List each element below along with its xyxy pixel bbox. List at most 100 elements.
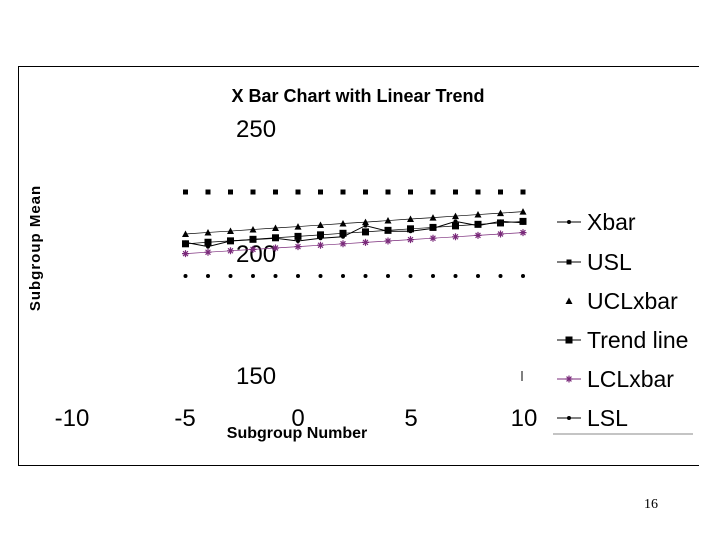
data-point-uclxbar [294,223,302,230]
data-point-trend-line [317,231,324,239]
data-point-trend-line [362,228,369,236]
data-point-lclxbar [182,250,189,258]
data-point-lclxbar [362,238,369,246]
y-tick-label: 250 [236,116,276,143]
data-point-usl [340,189,346,195]
y-tick-label: 150 [236,363,276,390]
data-point-usl [520,189,526,195]
data-point-uclxbar [182,230,189,237]
data-point-usl [453,189,458,195]
data-point-lsl [363,274,368,278]
chart-title: X Bar Chart with Linear Trend [231,86,484,106]
data-point-usl [475,189,481,195]
data-point-trend-line [339,229,347,237]
data-point-trend-line [294,232,302,240]
data-point-usl [363,189,368,195]
data-point-lclxbar [497,230,504,238]
data-point-uclxbar [227,227,234,235]
data-point-uclxbar [407,215,414,223]
data-point-trend-line [429,223,437,231]
data-point-lclxbar [249,245,257,253]
data-point-trend-line [474,220,482,228]
data-point-lclxbar [474,231,482,239]
data-point-usl [408,189,413,195]
data-point-uclxbar [339,220,347,227]
data-point-lsl [431,274,435,278]
data-point-lsl [453,274,458,278]
data-point-trend-line [204,238,212,246]
data-point-uclxbar [384,217,392,224]
data-point-uclxbar [317,221,324,229]
series-line-lclxbar [185,232,524,254]
data-point-uclxbar [474,211,482,218]
data-point-uclxbar [497,209,504,217]
data-point-usl [183,189,188,195]
data-point-lclxbar [294,243,302,251]
data-point-trend-line [182,240,189,248]
data-point-trend-line [249,235,257,243]
data-point-trend-line [497,219,504,227]
y-axis-label: Subgroup Mean [27,185,44,311]
legend-marker-usl [566,259,572,265]
data-point-lsl [341,274,345,278]
series-line-trend-line [185,221,524,245]
data-point-trend-line [227,237,234,245]
legend-marker-uclxbar [565,297,573,304]
data-point-trend-line [384,226,392,234]
data-point-lclxbar [407,236,414,244]
legend-marker-lsl [567,416,571,420]
data-point-lclxbar [339,240,347,248]
y-tick-label: 200 [236,241,276,268]
legend-label-lsl: LSL [587,405,628,431]
x-axis-label: Subgroup Number [227,425,367,442]
x-tick-label: -5 [174,405,195,432]
series-line-uclxbar [185,211,524,235]
data-point-usl [385,189,391,195]
data-point-lclxbar [519,229,527,237]
data-point-lsl [206,274,210,278]
legend-marker-lclxbar [565,375,573,383]
data-point-lsl [521,274,525,278]
data-point-usl [228,189,233,195]
data-point-usl [498,189,503,195]
data-point-usl [250,189,256,195]
data-point-lsl [408,274,413,278]
data-point-lsl [296,274,300,278]
data-point-usl [273,189,278,195]
legend-marker-xbar [567,220,571,224]
data-point-xbar [296,239,300,243]
data-point-uclxbar [362,218,369,226]
legend-label-xbar: Xbar [587,209,636,235]
data-point-uclxbar [204,228,212,236]
data-point-lclxbar [384,237,392,245]
data-point-lsl [318,274,323,278]
x-tick-label: 0 [291,405,304,432]
data-point-lclxbar [227,247,234,255]
legend-label-trend-line: Trend line [587,327,688,353]
page-number: 16 [644,497,658,512]
data-point-uclxbar [249,226,257,233]
legend-label-uclxbar: UCLxbar [587,288,678,314]
data-point-lsl [251,274,255,278]
data-point-trend-line [407,225,414,233]
data-point-lclxbar [272,244,279,252]
data-point-usl [318,189,323,195]
data-point-usl [430,189,436,195]
data-point-trend-line [452,222,459,230]
x-tick-label: 10 [511,405,538,432]
data-point-lsl [228,274,233,278]
data-point-trend-line [272,234,279,242]
data-point-trend-line [519,217,527,225]
data-point-lclxbar [429,234,437,242]
data-point-lsl [273,274,278,278]
data-point-lsl [476,274,480,278]
data-point-lsl [386,274,390,278]
x-tick-label: 5 [404,405,417,432]
data-point-lsl [498,274,503,278]
data-point-lclxbar [317,241,324,249]
data-point-lclxbar [204,248,212,256]
legend-label-usl: USL [587,249,632,275]
x-tick-label: -10 [55,405,90,432]
data-point-usl [205,189,211,195]
data-point-uclxbar [272,224,279,231]
